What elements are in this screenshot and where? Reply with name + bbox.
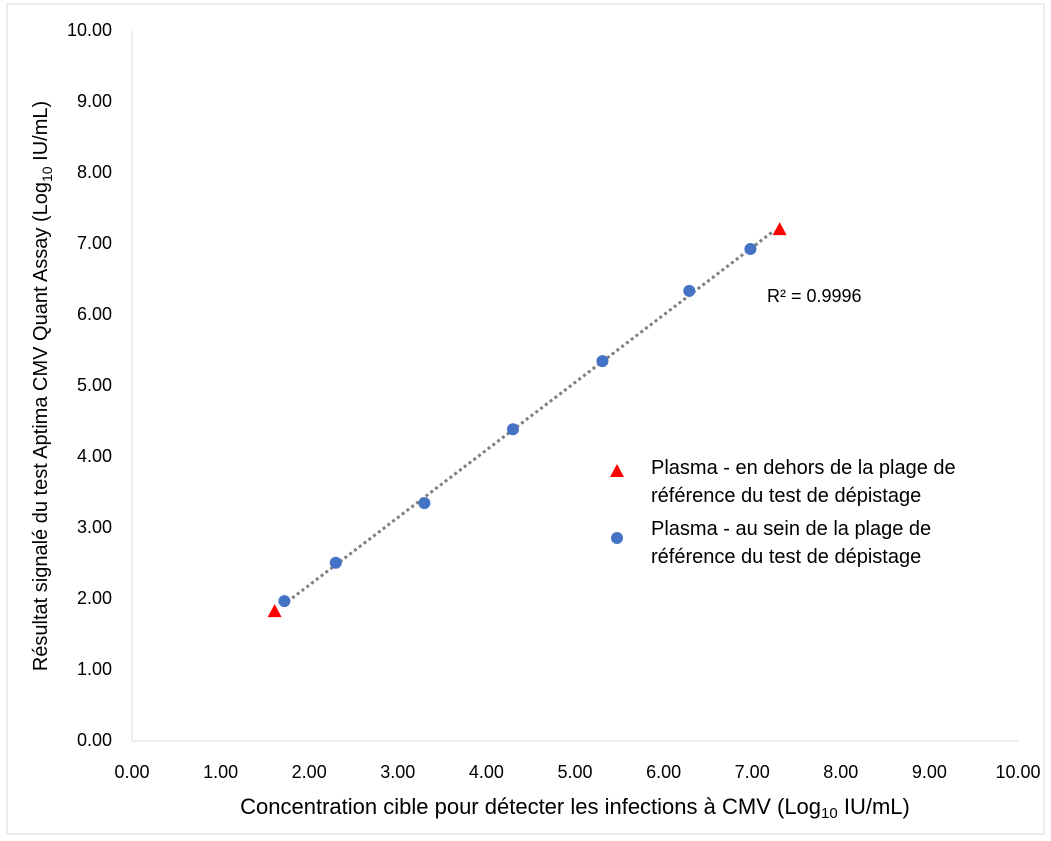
x-axis-title: Concentration cible pour détecter les in… (240, 794, 910, 822)
circle-marker (744, 242, 757, 255)
x-tick-label: 6.00 (646, 762, 681, 782)
circle-marker (329, 556, 342, 569)
x-tick-label: 1.00 (203, 762, 238, 782)
y-tick-label: 0.00 (77, 730, 112, 750)
legend-label: Plasma - en dehors de la plage de référe… (651, 457, 956, 507)
circle-marker (596, 355, 609, 368)
y-axis-title-subscript: 10 (39, 166, 55, 182)
y-tick-label: 2.00 (77, 588, 112, 608)
x-tick-label: 10.00 (995, 762, 1040, 782)
y-tick-label: 3.00 (77, 517, 112, 537)
y-axis-title: Résultat signalé du test Aptima CMV Quan… (30, 101, 54, 671)
circle-marker (506, 423, 519, 436)
x-tick-label: 4.00 (469, 762, 504, 782)
legend-label: Plasma - au sein de la plage de référenc… (651, 518, 932, 568)
x-axis-title-subscript: 10 (821, 805, 838, 822)
x-tick-label: 8.00 (823, 762, 858, 782)
legend-marker (610, 464, 624, 477)
circle-marker (278, 595, 291, 608)
x-tick-label: 9.00 (912, 762, 947, 782)
x-tick-label: 0.00 (114, 762, 149, 782)
y-tick-label: 1.00 (77, 659, 112, 679)
r-squared-annotation: R² = 0.9996 (767, 286, 862, 306)
x-tick-label: 5.00 (557, 762, 592, 782)
y-axis-title-part: IU/mL) (30, 101, 52, 167)
y-tick-label: 7.00 (77, 233, 112, 253)
x-tick-label: 3.00 (380, 762, 415, 782)
y-tick-label: 5.00 (77, 375, 112, 395)
y-tick-label: 4.00 (77, 446, 112, 466)
y-tick-label: 6.00 (77, 304, 112, 324)
trendline (281, 229, 776, 607)
y-tick-label: 10.00 (67, 20, 112, 40)
y-axis-title-part: Résultat signalé du test Aptima CMV Quan… (30, 182, 52, 671)
x-axis-title-part: IU/mL) (838, 794, 910, 819)
x-tick-label: 2.00 (292, 762, 327, 782)
circle-marker (683, 284, 696, 297)
x-axis-title-part: Concentration cible pour détecter les in… (240, 794, 821, 819)
triangle-marker (772, 222, 787, 236)
circle-marker (418, 497, 431, 510)
x-tick-label: 7.00 (735, 762, 770, 782)
triangle-marker (267, 604, 282, 618)
legend-marker (611, 532, 623, 544)
y-tick-label: 8.00 (77, 162, 112, 182)
y-tick-label: 9.00 (77, 91, 112, 111)
